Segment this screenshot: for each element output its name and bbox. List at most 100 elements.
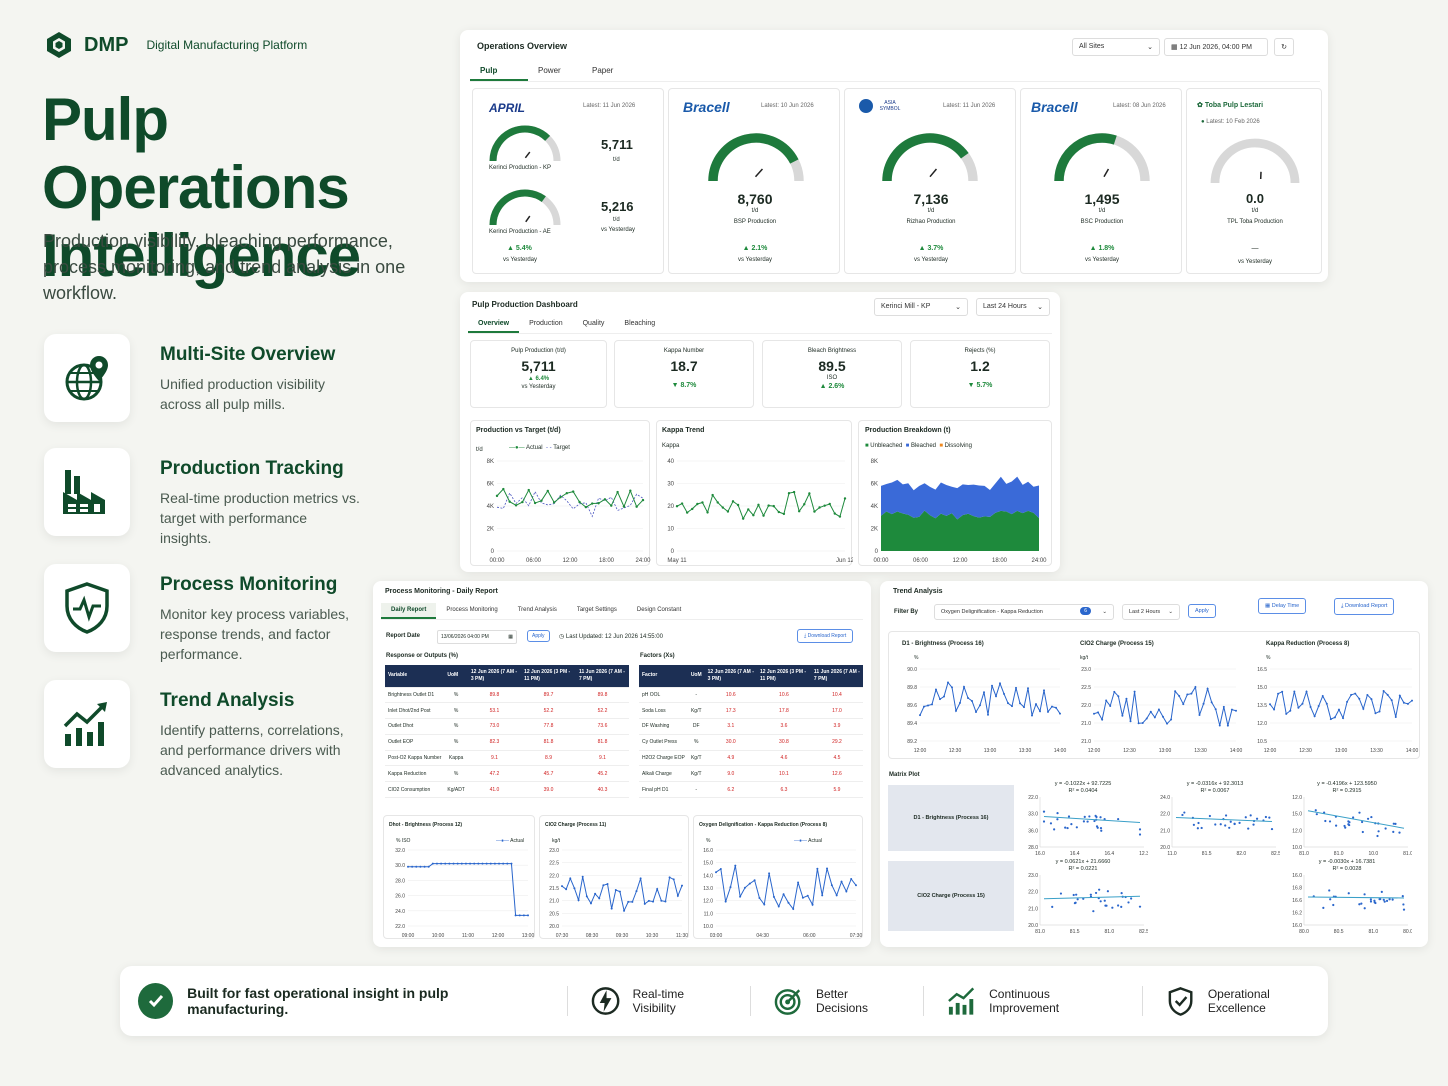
data-point: [635, 505, 638, 508]
tab-power[interactable]: Power: [538, 66, 561, 75]
data-point: [1374, 712, 1377, 715]
data-point: [931, 703, 933, 706]
tab-target-settings[interactable]: Target Settings: [576, 607, 617, 613]
download-report-button[interactable]: ⤓ Download Report: [1334, 598, 1395, 615]
data-point: [719, 867, 722, 870]
axis-tick-label: 11:00: [462, 933, 474, 939]
data-point: [1277, 692, 1280, 695]
apply-button[interactable]: Apply: [1188, 604, 1216, 618]
tab-process-monitoring[interactable]: Process Monitoring: [446, 607, 498, 613]
tab-overview[interactable]: Overview: [468, 316, 520, 333]
filter-select[interactable]: Oxygen Delignification - Kappa Reduction…: [934, 604, 1114, 620]
data-point: [1056, 818, 1059, 821]
data-point: [1289, 709, 1292, 712]
range-select[interactable]: Last 24 Hours ⌄: [976, 298, 1050, 316]
series-line: [676, 491, 846, 520]
delay-time-button[interactable]: ▦ Delay Time: [1258, 598, 1307, 614]
axis-tick-label: 10.0: [703, 924, 713, 930]
data-point: [1346, 700, 1349, 703]
data-point: [1305, 690, 1308, 693]
data-point: [1133, 690, 1136, 693]
kpi-value: 5,711: [521, 358, 556, 374]
report-date-input[interactable]: 13/06/2026 04:00 PM ▦: [437, 630, 517, 644]
data-point: [1206, 687, 1209, 690]
feature-item: Production Tracking Real-time production…: [44, 448, 364, 546]
bottom-item: Better Decisions: [773, 985, 901, 1017]
data-point: [571, 490, 575, 493]
apply-button[interactable]: Apply: [527, 630, 550, 642]
data-point: [423, 865, 426, 868]
axis-tick-label: 21.0: [1160, 828, 1170, 834]
tab-pulp[interactable]: Pulp: [470, 62, 528, 81]
table-cell: 17.8: [756, 702, 811, 720]
chart-legend: —●— Actual - - Target: [509, 445, 570, 451]
data-point: [1011, 705, 1013, 708]
axis-tick-label: 11.0: [704, 911, 714, 917]
axis-tick-label: 16.5: [1257, 667, 1267, 673]
data-point: [967, 696, 969, 699]
data-point: [1363, 907, 1366, 910]
trend-line: [1307, 810, 1405, 829]
data-point: [1073, 902, 1077, 905]
data-point: [701, 501, 704, 504]
site-card-asia-symbol[interactable]: ASIA SYMBOL Latest: 11 Jun 2026 7,136 t/…: [844, 88, 1016, 274]
data-point: [1382, 898, 1385, 901]
series-line: [408, 863, 528, 916]
site-card-april[interactable]: APRIL Latest: 11 Jun 2026 Kerinci Produc…: [472, 88, 664, 274]
tab-production[interactable]: Production: [529, 320, 563, 327]
kpi-sub: vs Yesterday: [521, 384, 556, 390]
gauge-label: Kerinci Production - AE: [489, 229, 551, 235]
data-point: [675, 505, 679, 508]
site-card-bracell-bsp[interactable]: Bracell Latest: 10 Jun 2026 8,760 t/d BS…: [668, 88, 840, 274]
data-point: [1066, 826, 1069, 830]
data-point: [631, 900, 634, 903]
axis-tick-label: 22.0: [1160, 812, 1170, 818]
data-point: [1094, 891, 1098, 895]
axis-tick-label: 24:00: [1031, 558, 1047, 564]
data-point: [614, 889, 617, 892]
data-point: [1222, 705, 1225, 708]
mill-select[interactable]: Kerinci Mill - KP ⌄: [874, 298, 968, 316]
site-card-bracell-bsc[interactable]: Bracell Latest: 08 Jun 2026 1,495 t/d BS…: [1020, 88, 1182, 274]
tab-paper[interactable]: Paper: [592, 66, 614, 75]
data-point: [1086, 820, 1089, 823]
gauge-value: 5,711: [601, 137, 633, 152]
datetime-picker[interactable]: ▦ 12 Jun 2026, 04:00 PM: [1164, 38, 1268, 56]
tab-design-constant[interactable]: Design Constant: [636, 607, 682, 613]
regression-equation: y = -0.0316x + 92.3013 R² = 0.0067: [1150, 781, 1280, 795]
data-point: [743, 886, 746, 889]
data-point: [1103, 818, 1106, 821]
data-point: [1332, 903, 1335, 907]
download-report-button[interactable]: ⤓ Download Report: [797, 629, 854, 643]
table-cell: 6.3: [756, 781, 811, 799]
matrix-title: Matrix Plot: [889, 772, 920, 778]
tab-trend-analysis[interactable]: Trend Analysis: [517, 607, 557, 613]
axis-tick-label: 21.0: [549, 899, 559, 905]
data-point: [1056, 812, 1059, 815]
data-point: [1337, 708, 1340, 711]
feature-title: Trend Analysis: [160, 690, 295, 711]
axis-tick-label: 14.0: [703, 873, 713, 879]
table-cell: 3.9: [810, 718, 863, 735]
table-cell: 77.8: [521, 718, 576, 735]
refresh-button[interactable]: ↻: [1274, 38, 1294, 56]
axis-tick-label: 82.5: [1139, 929, 1148, 935]
site-card-toba[interactable]: ✿ Toba Pulp Lestari ● Latest: 10 Feb 202…: [1186, 88, 1322, 274]
data-point: [1321, 694, 1324, 697]
tab-daily-report[interactable]: Daily Report: [381, 603, 437, 619]
tab-bleaching[interactable]: Bleaching: [624, 320, 656, 327]
data-point: [1378, 898, 1381, 901]
axis-tick-label: 26.0: [395, 894, 405, 900]
range-select[interactable]: Last 2 Hours ⌄: [1122, 604, 1180, 620]
tab-quality[interactable]: Quality: [582, 320, 605, 327]
data-point: [495, 494, 499, 498]
data-point: [1100, 829, 1103, 832]
gauge-unit: t/d: [613, 217, 620, 223]
axis-tick-label: 12.0: [1292, 828, 1302, 834]
data-point: [1344, 826, 1347, 829]
bleached-legend-icon: ■: [905, 443, 911, 449]
table-cell: 10.6: [756, 687, 811, 704]
kpi-value: 1.2: [970, 358, 990, 374]
data-point: [748, 882, 751, 885]
site-select[interactable]: All Sites ⌄: [1072, 38, 1160, 56]
